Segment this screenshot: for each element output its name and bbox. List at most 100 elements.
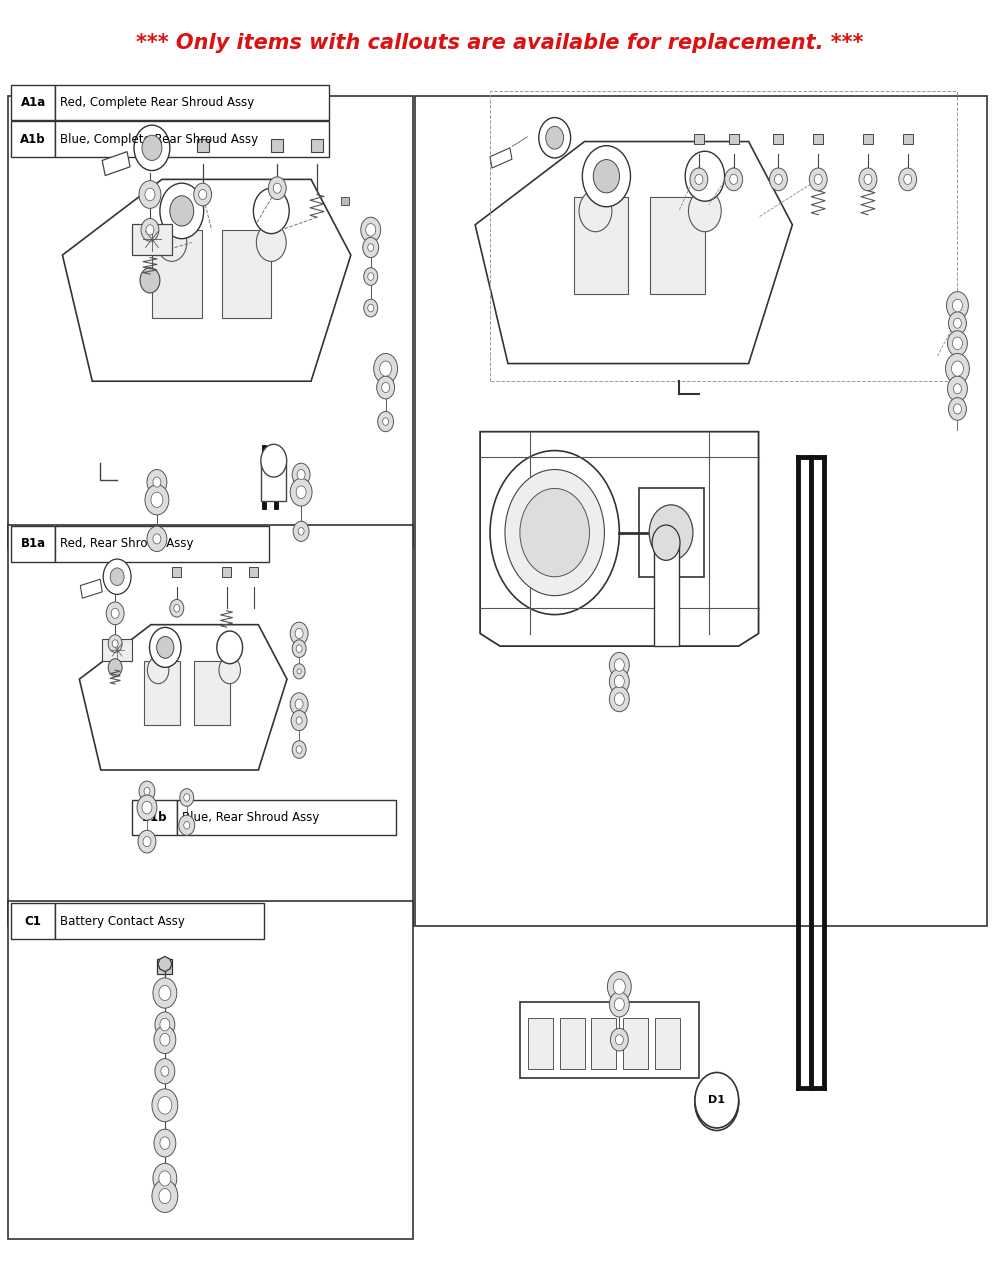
Bar	[8, 525, 413, 926]
Circle shape	[363, 237, 379, 257]
Bar	[261, 464, 286, 500]
Circle shape	[297, 669, 301, 674]
Circle shape	[951, 361, 963, 376]
Circle shape	[138, 830, 156, 853]
Circle shape	[685, 151, 725, 201]
Text: C1: C1	[25, 915, 42, 927]
Circle shape	[539, 118, 571, 158]
Bar	[694, 134, 704, 144]
Circle shape	[614, 693, 624, 706]
Circle shape	[690, 169, 708, 191]
Circle shape	[139, 780, 155, 801]
Bar	[863, 134, 873, 144]
Circle shape	[293, 521, 309, 541]
Text: Battery Contact Assy: Battery Contact Assy	[60, 915, 185, 927]
Circle shape	[108, 659, 122, 677]
Circle shape	[155, 1059, 175, 1083]
Bar	[729, 134, 739, 144]
Circle shape	[159, 986, 171, 1001]
Circle shape	[159, 1171, 171, 1186]
Circle shape	[296, 717, 302, 725]
Bar	[591, 1019, 616, 1068]
Circle shape	[607, 972, 631, 1002]
Circle shape	[147, 656, 169, 684]
Bar	[11, 85, 55, 120]
Bar	[102, 639, 132, 661]
Circle shape	[145, 189, 155, 201]
Circle shape	[159, 1188, 171, 1204]
Bar	[55, 526, 269, 561]
Circle shape	[134, 125, 170, 171]
Bar	[639, 489, 704, 576]
Text: *** Only items with callouts are available for replacement. ***: *** Only items with callouts are availab…	[136, 33, 864, 53]
Circle shape	[614, 675, 624, 688]
Circle shape	[160, 1034, 170, 1047]
Circle shape	[609, 687, 629, 712]
Circle shape	[140, 267, 160, 293]
Circle shape	[546, 127, 564, 150]
Circle shape	[380, 361, 392, 376]
Circle shape	[160, 1019, 170, 1031]
Bar	[560, 1019, 585, 1068]
Circle shape	[859, 169, 877, 191]
Circle shape	[154, 1129, 176, 1157]
Circle shape	[809, 169, 827, 191]
Circle shape	[579, 190, 612, 232]
Circle shape	[256, 223, 286, 261]
Circle shape	[374, 353, 398, 384]
Circle shape	[160, 1136, 170, 1149]
Polygon shape	[102, 152, 130, 176]
Bar	[55, 85, 329, 120]
Bar	[249, 566, 258, 576]
Bar	[655, 1019, 680, 1068]
Circle shape	[144, 787, 150, 794]
Circle shape	[725, 169, 743, 191]
Circle shape	[179, 815, 195, 835]
Circle shape	[292, 640, 306, 658]
Circle shape	[174, 604, 180, 612]
Circle shape	[170, 599, 184, 617]
Text: D1: D1	[708, 1097, 725, 1107]
Circle shape	[947, 291, 968, 319]
Circle shape	[695, 1072, 739, 1128]
Text: Red, Complete Rear Shroud Assy: Red, Complete Rear Shroud Assy	[60, 96, 255, 109]
Bar	[222, 229, 271, 318]
Bar	[271, 139, 283, 152]
Circle shape	[142, 801, 152, 813]
Circle shape	[593, 160, 620, 193]
Text: A1b: A1b	[20, 133, 46, 146]
Circle shape	[295, 628, 303, 639]
Circle shape	[141, 218, 159, 241]
Circle shape	[364, 267, 378, 285]
Circle shape	[361, 217, 381, 242]
Bar	[152, 229, 202, 318]
Circle shape	[108, 635, 122, 653]
Text: Blue, Complete Rear Shroud Assy: Blue, Complete Rear Shroud Assy	[60, 133, 259, 146]
Circle shape	[364, 299, 378, 317]
Circle shape	[290, 479, 312, 506]
Polygon shape	[79, 625, 287, 770]
Circle shape	[899, 169, 917, 191]
Circle shape	[296, 746, 302, 754]
Circle shape	[152, 1088, 178, 1121]
Circle shape	[150, 627, 181, 668]
Polygon shape	[80, 579, 102, 598]
Circle shape	[368, 304, 374, 312]
Circle shape	[769, 169, 787, 191]
Polygon shape	[158, 957, 172, 972]
Circle shape	[952, 299, 962, 312]
Bar	[11, 903, 55, 939]
Circle shape	[688, 190, 721, 232]
Bar	[528, 1019, 553, 1068]
Text: Blue, Rear Shroud Assy: Blue, Rear Shroud Assy	[182, 811, 319, 824]
Bar	[132, 223, 172, 255]
Bar	[11, 122, 55, 157]
Bar	[8, 96, 413, 547]
Circle shape	[143, 836, 151, 846]
Circle shape	[368, 272, 374, 280]
Circle shape	[953, 318, 961, 328]
Circle shape	[112, 640, 118, 647]
Circle shape	[615, 1035, 623, 1045]
Circle shape	[649, 504, 693, 560]
Bar	[144, 661, 180, 725]
